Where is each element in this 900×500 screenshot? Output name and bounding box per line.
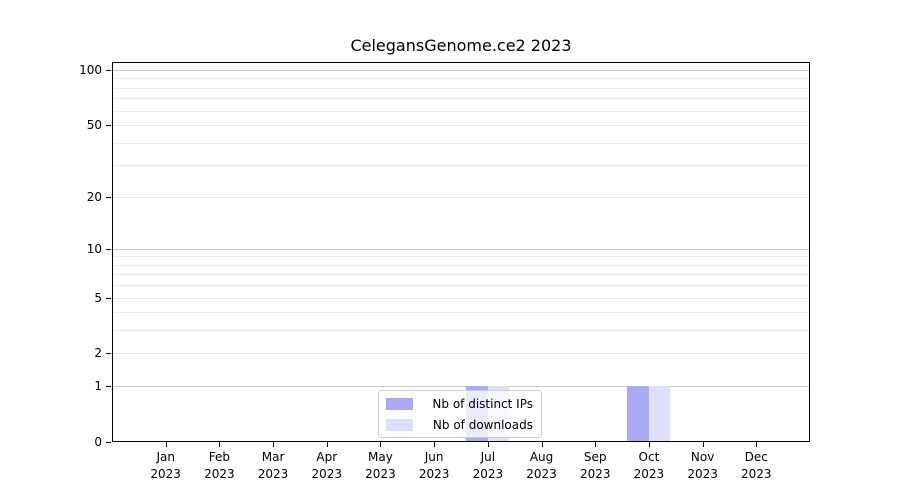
gridline-1 — [113, 386, 809, 388]
x-tick-label-jan: Jan 2023 — [150, 450, 181, 481]
y-tick-1 — [106, 386, 111, 388]
legend: Nb of distinct IPs Nb of downloads — [378, 390, 542, 438]
y-tick-label-50: 50 — [86, 118, 102, 133]
y-tick-label-0: 0 — [94, 435, 102, 449]
gridline-9 — [113, 256, 809, 258]
gridline-50 — [113, 125, 809, 127]
x-tick-feb — [219, 442, 221, 447]
legend-label-distinct-ips: Nb of distinct IPs — [432, 396, 533, 411]
y-tick-label-100: 100 — [79, 62, 102, 77]
x-tick-label-dec: Dec 2023 — [741, 450, 772, 481]
gridline-3 — [113, 330, 809, 332]
gridline-6 — [113, 285, 809, 287]
x-tick-sep — [595, 442, 597, 447]
y-tick-label-20: 20 — [86, 189, 102, 204]
gridline-30 — [113, 165, 809, 167]
plot-area — [112, 62, 810, 442]
x-tick-apr — [326, 442, 328, 447]
y-tick-label-2: 2 — [94, 346, 102, 361]
y-tick-20 — [106, 196, 111, 198]
gridline-10 — [113, 248, 809, 250]
x-tick-jun — [434, 442, 436, 447]
y-tick-100 — [106, 69, 111, 71]
legend-swatch-distinct-ips — [386, 397, 413, 410]
y-tick-0 — [106, 442, 111, 443]
gridline-70 — [113, 98, 809, 100]
x-tick-jan — [165, 442, 167, 447]
x-tick-label-apr: Apr 2023 — [311, 450, 343, 481]
y-tick-10 — [106, 248, 111, 250]
bar-nb-of-distinct-ips-oct — [627, 386, 649, 441]
chart-title: CelegansGenome.ce2 2023 — [350, 36, 572, 55]
y-tick-50 — [106, 125, 111, 127]
x-tick-label-mar: Mar 2023 — [257, 450, 289, 481]
x-tick-may — [380, 442, 382, 447]
gridline-80 — [113, 87, 809, 89]
bar-nb-of-downloads-oct — [648, 386, 671, 441]
x-tick-nov — [702, 442, 704, 447]
gridline-4 — [113, 312, 809, 314]
gridline-100 — [113, 69, 809, 71]
x-tick-dec — [756, 442, 758, 447]
x-tick-label-sep: Sep 2023 — [579, 450, 611, 481]
x-tick-oct — [648, 442, 650, 447]
gridline-8 — [113, 264, 809, 266]
x-tick-jul — [487, 442, 489, 447]
x-tick-label-nov: Nov 2023 — [687, 450, 718, 481]
legend-swatch-downloads — [386, 418, 413, 431]
legend-label-downloads: Nb of downloads — [432, 417, 533, 432]
x-tick-label-may: May 2023 — [365, 450, 396, 481]
x-tick-aug — [541, 442, 543, 447]
gridline-5 — [113, 297, 809, 299]
y-tick-5 — [106, 297, 111, 299]
gridline-90 — [113, 78, 809, 80]
x-tick-mar — [273, 442, 275, 447]
y-tick-2 — [106, 353, 111, 355]
y-tick-label-1: 1 — [94, 379, 102, 394]
legend-item-downloads: Nb of downloads — [386, 416, 533, 433]
gridline-40 — [113, 142, 809, 144]
legend-item-distinct-ips: Nb of distinct IPs — [386, 395, 533, 412]
gridline-60 — [113, 110, 809, 112]
x-tick-label-feb: Feb 2023 — [204, 450, 235, 481]
x-tick-label-jul: Jul 2023 — [472, 450, 504, 481]
gridline-20 — [113, 196, 809, 198]
x-tick-label-jun: Jun 2023 — [418, 450, 450, 481]
x-tick-label-aug: Aug 2023 — [526, 450, 557, 481]
gridline-2 — [113, 353, 809, 355]
x-tick-label-oct: Oct 2023 — [633, 450, 665, 481]
y-tick-label-5: 5 — [94, 290, 102, 305]
y-tick-label-10: 10 — [86, 241, 102, 256]
gridline-7 — [113, 274, 809, 276]
